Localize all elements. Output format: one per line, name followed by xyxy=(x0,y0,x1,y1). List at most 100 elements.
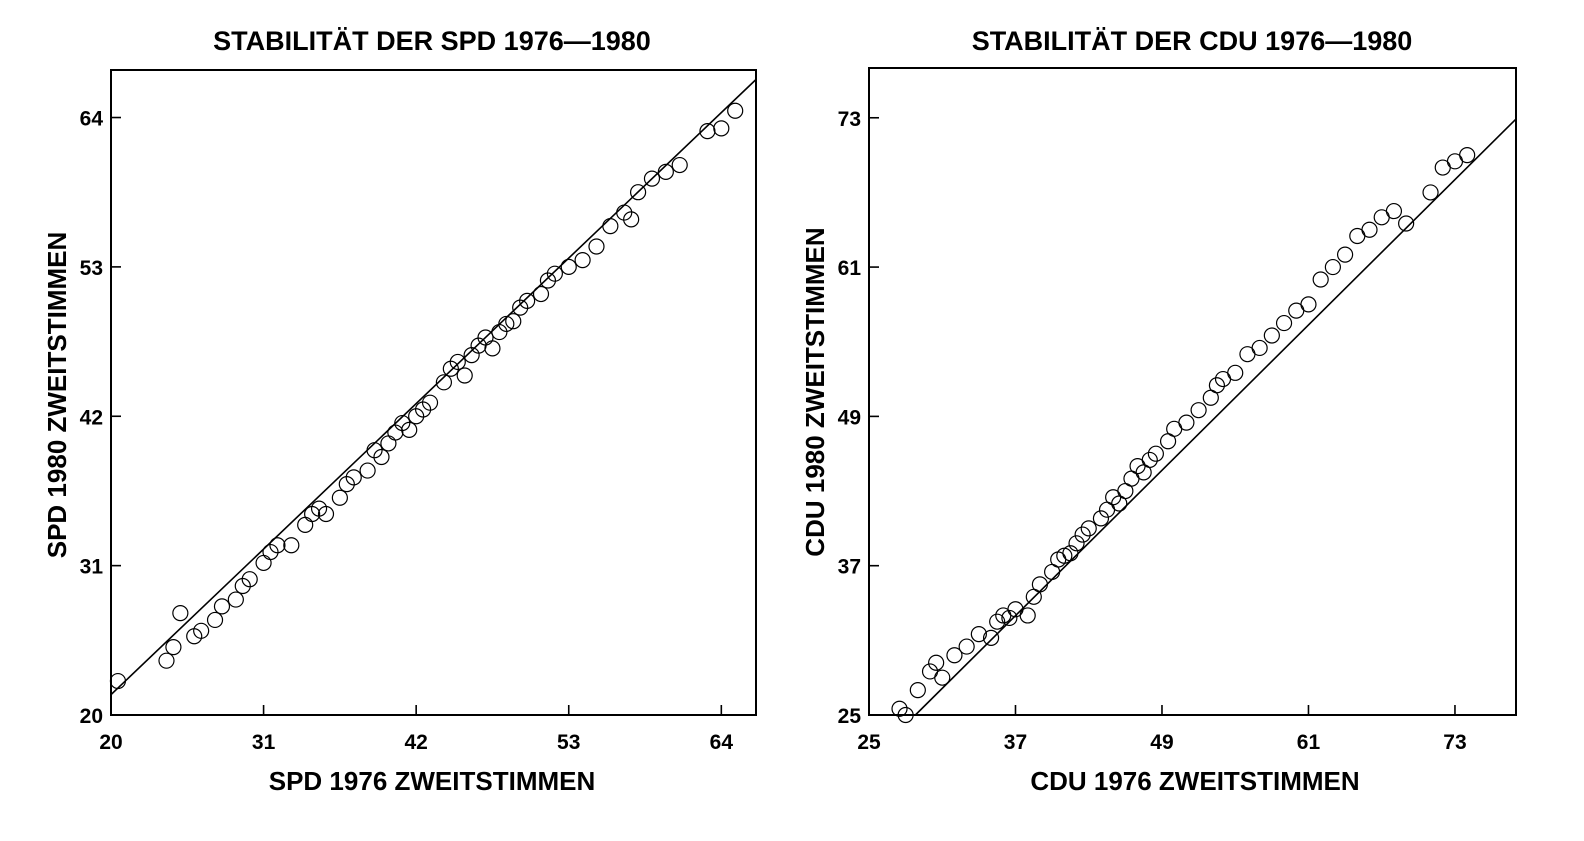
scatter-point-spd xyxy=(109,672,127,690)
scatter-point-spd xyxy=(546,265,563,282)
scatter-point-cdu xyxy=(1178,414,1195,431)
scatter-point-cdu xyxy=(1190,402,1207,419)
scatter-point-cdu xyxy=(1074,526,1091,543)
plot-frame-spd xyxy=(110,69,757,716)
scatter-point-cdu xyxy=(1263,327,1280,344)
scatter-point-spd xyxy=(241,571,258,588)
scatter-point-cdu xyxy=(1147,445,1164,462)
scatter-point-spd xyxy=(727,102,744,119)
x-tick-label-cdu: 37 xyxy=(1004,731,1027,754)
scatter-point-cdu xyxy=(1227,364,1244,381)
scatter-point-spd xyxy=(560,258,577,275)
y-tick-label-cdu: 25 xyxy=(838,705,862,728)
scatter-point-spd xyxy=(227,591,244,608)
scatter-point-spd xyxy=(713,120,730,137)
regression-line-cdu xyxy=(914,118,1517,716)
x-tick-label-spd: 42 xyxy=(404,731,427,754)
scatter-point-spd xyxy=(359,462,376,479)
scatter-point-spd xyxy=(671,156,688,174)
y-ticks-spd: 20 31 42 53 64 xyxy=(80,108,121,728)
scatter-point-spd xyxy=(498,315,515,333)
scatter-point-spd xyxy=(331,489,348,506)
scatter-point-spd xyxy=(629,184,647,201)
scatter-point-cdu xyxy=(1208,377,1226,394)
x-ticks-cdu: 25 37 49 61 73 xyxy=(857,705,1467,754)
scatter-point-spd xyxy=(505,313,522,330)
scatter-point-cdu xyxy=(1336,246,1354,263)
scatter-point-spd xyxy=(158,652,175,669)
scatter-point-cdu xyxy=(1459,146,1476,164)
scatter-point-spd xyxy=(519,292,536,309)
y-ticks-cdu: 25 37 49 61 73 xyxy=(838,108,879,728)
scatter-point-cdu xyxy=(1019,607,1036,624)
scatter-point-cdu xyxy=(928,654,945,671)
scatter-point-spd xyxy=(172,605,189,622)
scatter-point-cdu xyxy=(909,682,926,699)
y-tick-label-cdu: 61 xyxy=(838,257,862,280)
x-tick-label-spd: 53 xyxy=(557,731,580,754)
scatter-point-spd xyxy=(449,353,466,371)
scatter-point-spd xyxy=(206,611,224,629)
scatter-point-spd xyxy=(588,238,605,255)
scatter-point-spd xyxy=(373,448,390,466)
scatter-point-cdu xyxy=(970,626,987,643)
scatter-point-cdu xyxy=(1092,510,1110,527)
scatter-point-cdu xyxy=(897,706,914,724)
y-tick-label-cdu: 49 xyxy=(838,406,861,429)
scatter-point-cdu xyxy=(1324,258,1341,276)
y-tick-label-spd: 31 xyxy=(80,556,104,579)
x-tick-label-spd: 20 xyxy=(99,731,122,754)
chart-title-cdu: STABILITÄT DER CDU 1976—1980 xyxy=(972,26,1413,56)
scatter-point-spd xyxy=(387,424,404,441)
scatter-point-cdu xyxy=(1001,609,1018,627)
x-axis-title-spd: SPD 1976 ZWEITSTIMMEN xyxy=(269,766,596,796)
scatter-point-cdu xyxy=(1251,339,1268,357)
scatter-point-cdu xyxy=(934,669,951,686)
scatter-point-spd xyxy=(193,622,210,639)
scatter-point-cdu xyxy=(958,638,975,655)
scatter-point-spd xyxy=(421,394,439,411)
scatter-point-spd xyxy=(643,170,661,187)
scatter-point-spd xyxy=(255,554,272,572)
regression-line-spd xyxy=(110,78,757,696)
x-tick-label-spd: 31 xyxy=(252,731,276,754)
scatter-points-cdu xyxy=(891,146,1476,724)
scatter-point-spd xyxy=(456,367,473,384)
scatter-point-cdu xyxy=(1275,314,1293,332)
x-tick-label-spd: 64 xyxy=(710,731,734,754)
y-tick-label-cdu: 73 xyxy=(838,108,861,131)
chart-title-spd: STABILITÄT DER SPD 1976—1980 xyxy=(213,26,651,56)
scatter-point-cdu xyxy=(1361,221,1378,238)
x-axis-title-cdu: CDU 1976 ZWEITSTIMMEN xyxy=(1030,766,1359,796)
scatter-point-cdu xyxy=(1398,215,1415,232)
x-ticks-spd: 20 31 42 53 64 xyxy=(99,705,733,754)
scatter-point-spd xyxy=(435,374,453,391)
plot-frame-cdu xyxy=(868,67,1517,716)
scatter-points-spd xyxy=(109,102,744,690)
scatter-point-cdu xyxy=(1300,296,1317,313)
scatter-point-cdu xyxy=(1062,545,1079,562)
y-tick-label-spd: 53 xyxy=(80,257,103,280)
scatter-point-spd xyxy=(401,421,418,438)
x-tick-label-cdu: 61 xyxy=(1297,731,1321,754)
scatter-point-spd xyxy=(165,639,182,656)
x-tick-label-cdu: 49 xyxy=(1150,731,1173,754)
scatter-point-spd xyxy=(484,340,501,357)
scatter-point-cdu xyxy=(1385,202,1403,220)
scatter-point-spd xyxy=(317,505,335,523)
chart-panel-cdu: STABILITÄT DER CDU 1976—1980 CDU 1976 ZW… xyxy=(800,26,1517,796)
scatter-point-cdu xyxy=(989,613,1006,630)
x-tick-label-cdu: 25 xyxy=(857,731,881,754)
scatter-point-spd xyxy=(657,163,674,180)
scatter-point-cdu xyxy=(982,629,1000,646)
scatter-point-cdu xyxy=(1031,576,1049,593)
scatter-point-cdu xyxy=(946,647,963,664)
y-tick-label-spd: 42 xyxy=(80,406,103,429)
x-tick-label-cdu: 73 xyxy=(1443,731,1466,754)
scatter-point-cdu xyxy=(1422,184,1439,201)
scatter-point-spd xyxy=(574,252,591,269)
scatter-point-spd xyxy=(283,537,300,554)
scatter-point-cdu xyxy=(1080,520,1097,537)
scatter-point-spd xyxy=(532,285,550,303)
